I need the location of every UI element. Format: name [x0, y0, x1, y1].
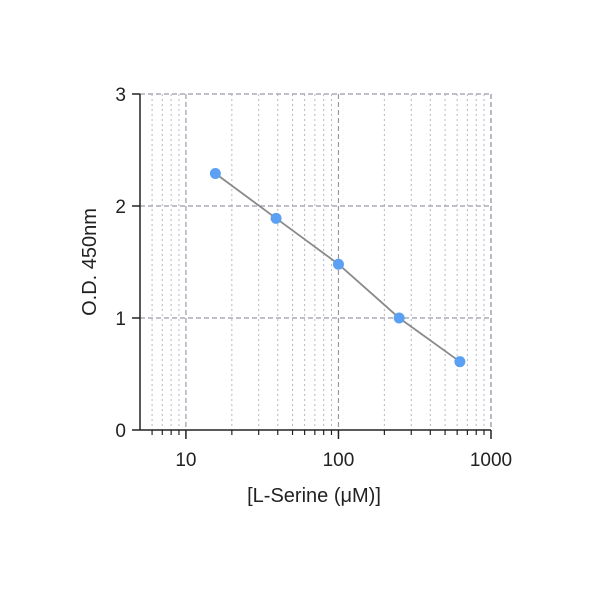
x-tick-label: 100	[323, 450, 355, 471]
y-tick-label: 3	[115, 85, 126, 106]
data-point	[393, 312, 405, 324]
data-points	[209, 168, 466, 368]
tick-labels: 0 1 2 3 10 100 1000	[115, 85, 512, 471]
data-point	[454, 356, 466, 368]
y-axis-title: O.D. 450nm	[79, 208, 101, 316]
data-point	[209, 168, 221, 180]
y-tick-label: 2	[115, 197, 126, 218]
x-tick-label: 10	[175, 450, 196, 471]
y-tick-label: 0	[115, 421, 126, 442]
data-point	[332, 258, 344, 270]
y-tick-label: 1	[115, 309, 126, 330]
x-tick-label: 1000	[470, 450, 512, 471]
data-point	[270, 212, 282, 224]
grid	[140, 93, 492, 430]
x-axis-title: [L-Serine (μM)]	[247, 485, 381, 507]
axes	[132, 93, 492, 439]
